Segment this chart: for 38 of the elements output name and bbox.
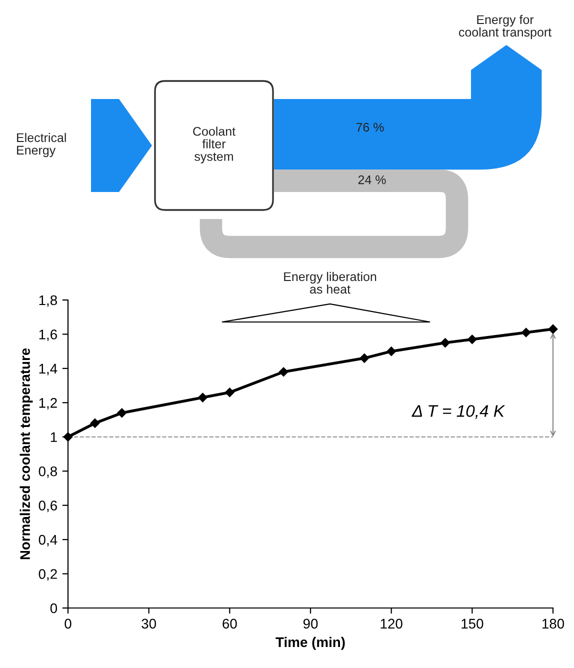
y-tick-label: 0,6	[38, 500, 57, 512]
point	[198, 392, 208, 402]
y-tick-label: 1,8	[39, 295, 57, 307]
point	[386, 346, 396, 356]
point	[90, 418, 100, 428]
y-tick-label: 0,2	[38, 569, 57, 581]
point	[440, 338, 450, 348]
x-tick-label: 120	[380, 618, 402, 629]
y-tick-label: 1,6	[39, 330, 57, 342]
x-tick-label: 30	[142, 618, 156, 629]
annotation: Δ T = 10,4 K	[412, 405, 506, 419]
y-tick-label: 0	[50, 603, 58, 614]
point	[63, 432, 73, 442]
point	[548, 324, 558, 334]
y-tick-label: 1,4	[39, 364, 58, 376]
y-axis-title: Normalized coolant temperature	[20, 348, 33, 560]
x-tick-label: 180	[542, 618, 564, 629]
x-axis-title: Time (min)	[276, 636, 345, 650]
data-label: 24 %	[358, 175, 386, 184]
text: Electrical Energy	[17, 132, 66, 158]
text: Energy liberation as heat	[284, 272, 376, 294]
y-tick-label: 0,8	[38, 466, 57, 478]
point	[360, 354, 370, 363]
y-tick-label: 0,4	[38, 534, 58, 546]
text: Energy for coolant transport	[458, 14, 552, 40]
point	[521, 328, 531, 338]
point	[278, 367, 288, 376]
point	[117, 408, 127, 418]
x-tick-label: 60	[222, 618, 237, 629]
text: Coolant filter system	[193, 126, 236, 164]
x-tick-label: 0	[64, 618, 72, 629]
y-tick-label: 1,2	[39, 398, 57, 410]
x-tick-label: 90	[303, 618, 318, 629]
x-tick-label: 150	[462, 618, 484, 629]
point	[225, 388, 234, 398]
y-tick-label: 1	[50, 432, 57, 442]
point	[468, 334, 477, 344]
data-label: 76 %	[356, 122, 384, 132]
